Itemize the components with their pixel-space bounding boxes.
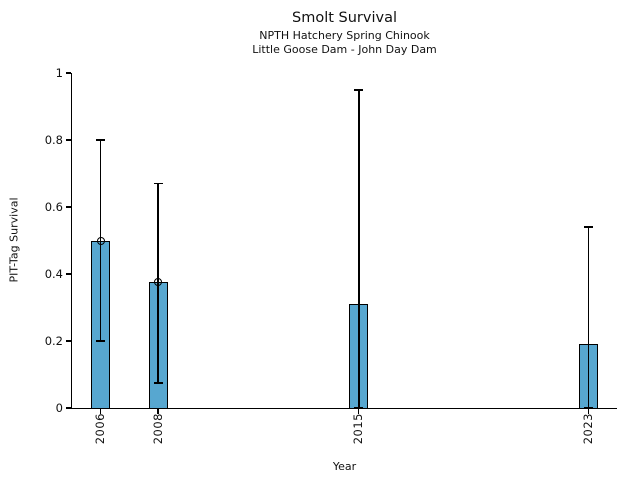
y-tick-label: 0.8 <box>44 133 63 147</box>
y-tick-mark <box>65 340 71 342</box>
y-tick-label: 0 <box>55 401 63 415</box>
x-tick-mark <box>157 409 159 414</box>
error-cap-bottom-2006 <box>96 340 106 342</box>
y-axis-spine <box>70 73 72 410</box>
y-tick-label: 0.2 <box>44 334 63 348</box>
y-tick-mark <box>65 273 71 275</box>
point-marker-2006 <box>96 236 105 245</box>
y-tick-mark <box>65 72 71 74</box>
x-tick-mark <box>100 409 102 414</box>
y-tick-mark <box>65 206 71 208</box>
error-cap-bottom-2023 <box>583 407 593 409</box>
error-cap-top-2008 <box>153 182 163 185</box>
chart-subtitle-line1: NPTH Hatchery Spring Chinook <box>259 29 430 42</box>
x-tick-label-2023: 2023 <box>580 413 595 445</box>
y-tick-mark <box>65 139 71 141</box>
error-cap-top-2023 <box>583 226 593 228</box>
y-tick-label: 0.4 <box>44 267 63 281</box>
x-axis-spine <box>70 407 617 409</box>
y-tick-mark <box>65 407 71 409</box>
chart-title: Smolt Survival <box>292 10 397 26</box>
x-tick-mark <box>358 409 360 414</box>
x-tick-label-2006: 2006 <box>93 413 108 445</box>
error-cap-top-2006 <box>96 139 106 141</box>
x-tick-label-2015: 2015 <box>351 413 366 445</box>
y-tick-label: 1 <box>55 66 63 80</box>
y-tick-label: 0.6 <box>44 200 63 214</box>
x-tick-label-2008: 2008 <box>150 413 165 445</box>
chart-subtitle-line2: Little Goose Dam - John Day Dam <box>252 43 437 56</box>
error-cap-bottom-2015 <box>354 407 364 409</box>
x-axis-label: Year <box>332 460 357 473</box>
error-bar-2015 <box>358 89 360 408</box>
error-cap-bottom-2008 <box>153 382 163 384</box>
error-cap-top-2015 <box>354 88 364 91</box>
point-marker-2008 <box>154 278 163 287</box>
error-bar-2023 <box>587 227 590 408</box>
x-tick-mark <box>587 409 589 414</box>
